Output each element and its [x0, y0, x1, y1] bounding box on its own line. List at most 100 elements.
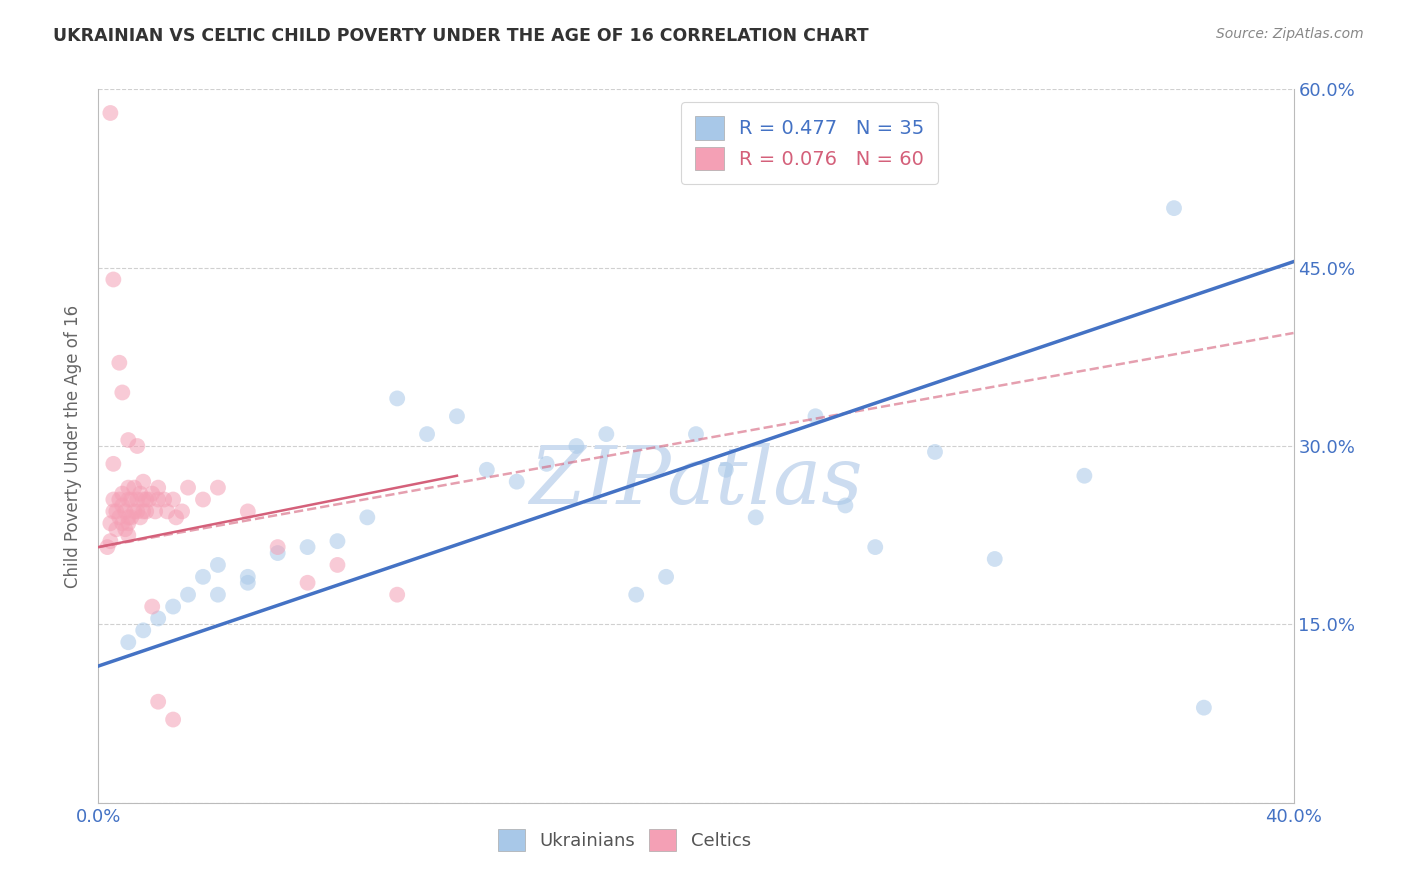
Point — [207, 481, 229, 495]
Point — [685, 427, 707, 442]
Point — [1073, 468, 1095, 483]
Point — [103, 457, 125, 471]
Point — [132, 492, 155, 507]
Point — [804, 409, 827, 424]
Point — [297, 575, 319, 590]
Point — [127, 439, 149, 453]
Legend: Ukrainians, Celtics: Ukrainians, Celtics — [491, 822, 758, 858]
Point — [356, 510, 378, 524]
Point — [103, 504, 125, 518]
Point — [117, 635, 139, 649]
Point — [172, 504, 194, 518]
Point — [108, 510, 131, 524]
Point — [111, 499, 134, 513]
Point — [117, 492, 139, 507]
Point — [236, 570, 259, 584]
Point — [156, 504, 179, 518]
Point — [127, 492, 149, 507]
Point — [114, 522, 136, 536]
Point — [96, 540, 118, 554]
Point — [177, 481, 200, 495]
Point — [120, 492, 142, 507]
Point — [1192, 700, 1215, 714]
Point — [124, 481, 146, 495]
Point — [297, 540, 319, 554]
Point — [103, 272, 125, 286]
Point — [103, 492, 125, 507]
Point — [236, 504, 259, 518]
Point — [129, 486, 152, 500]
Point — [98, 534, 122, 549]
Point — [129, 510, 152, 524]
Point — [162, 492, 184, 507]
Point — [135, 504, 157, 518]
Point — [143, 504, 166, 518]
Point — [165, 510, 187, 524]
Point — [745, 510, 768, 524]
Point — [153, 492, 176, 507]
Point — [105, 522, 128, 536]
Point — [655, 570, 678, 584]
Point — [111, 385, 134, 400]
Point — [132, 504, 155, 518]
Point — [120, 510, 142, 524]
Point — [117, 516, 139, 531]
Point — [148, 492, 170, 507]
Point — [148, 695, 170, 709]
Point — [626, 588, 648, 602]
Point — [236, 575, 259, 590]
Point — [984, 552, 1007, 566]
Point — [127, 504, 149, 518]
Point — [117, 528, 139, 542]
Point — [148, 611, 170, 625]
Point — [924, 445, 946, 459]
Point — [138, 492, 160, 507]
Point — [385, 588, 409, 602]
Point — [98, 516, 122, 531]
Text: UKRAINIAN VS CELTIC CHILD POVERTY UNDER THE AGE OF 16 CORRELATION CHART: UKRAINIAN VS CELTIC CHILD POVERTY UNDER … — [53, 27, 869, 45]
Point — [105, 504, 128, 518]
Point — [177, 588, 200, 602]
Point — [162, 599, 184, 614]
Point — [132, 624, 155, 638]
Point — [191, 570, 214, 584]
Point — [162, 713, 184, 727]
Point — [565, 439, 588, 453]
Point — [124, 504, 146, 518]
Point — [207, 558, 229, 572]
Text: ZIPatlas: ZIPatlas — [529, 443, 863, 520]
Point — [141, 599, 163, 614]
Point — [141, 486, 163, 500]
Point — [326, 558, 349, 572]
Point — [135, 492, 157, 507]
Point — [506, 475, 529, 489]
Point — [207, 588, 229, 602]
Point — [191, 492, 214, 507]
Y-axis label: Child Poverty Under the Age of 16: Child Poverty Under the Age of 16 — [65, 304, 83, 588]
Point — [326, 534, 349, 549]
Point — [475, 463, 498, 477]
Point — [595, 427, 617, 442]
Point — [865, 540, 887, 554]
Point — [117, 481, 139, 495]
Point — [148, 481, 170, 495]
Text: Source: ZipAtlas.com: Source: ZipAtlas.com — [1216, 27, 1364, 41]
Point — [536, 457, 558, 471]
Point — [108, 356, 131, 370]
Point — [132, 475, 155, 489]
Point — [117, 510, 139, 524]
Point — [111, 486, 134, 500]
Point — [385, 392, 409, 406]
Point — [1163, 201, 1185, 215]
Point — [117, 433, 139, 447]
Point — [834, 499, 856, 513]
Point — [416, 427, 439, 442]
Point — [114, 504, 136, 518]
Point — [446, 409, 468, 424]
Point — [111, 516, 134, 531]
Point — [714, 463, 737, 477]
Point — [267, 540, 290, 554]
Point — [108, 492, 131, 507]
Point — [98, 106, 122, 120]
Point — [267, 546, 290, 560]
